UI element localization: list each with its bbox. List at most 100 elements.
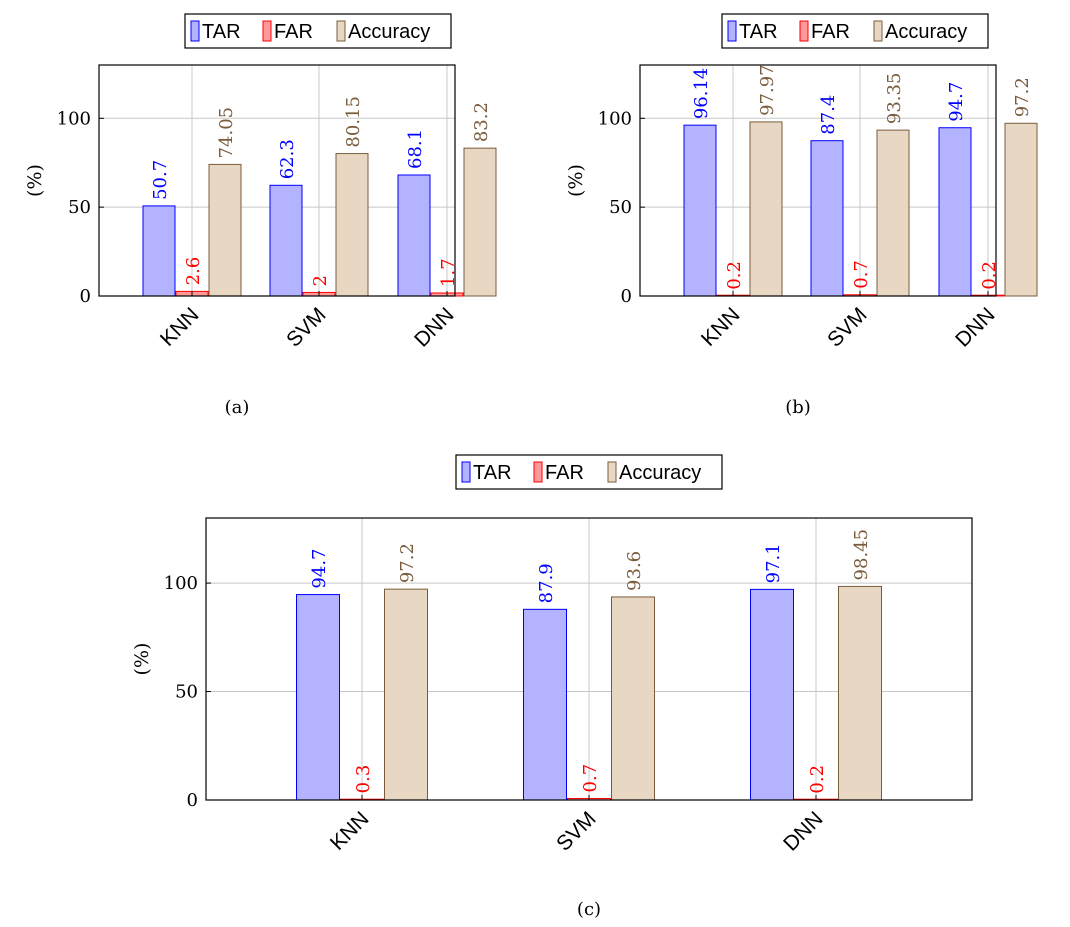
- legend-swatch-far: [262, 20, 272, 42]
- legend-label-accuracy: Accuracy: [348, 21, 430, 43]
- plot-frame: [639, 64, 997, 297]
- data-label-accuracy-dnn: 97.2: [1012, 77, 1033, 117]
- bar-accuracy-svm: [876, 129, 910, 297]
- legend-label-accuracy: Accuracy: [619, 462, 701, 484]
- bar-accuracy-svm: [611, 596, 655, 801]
- x-tick-label-svm: SVM: [282, 303, 330, 351]
- data-label-far-dnn: 0.2: [807, 765, 828, 794]
- y-axis-label: (%): [24, 164, 46, 197]
- legend-box: [721, 13, 989, 49]
- x-tick-label-svm: SVM: [823, 303, 871, 351]
- data-label-tar-dnn: 94.7: [946, 82, 967, 122]
- plot-frame: [205, 517, 973, 801]
- chart-panel-1: 0 50 100 50.7 2.6 74.05 KNN 62.3 2 80.15 SVM 68.1 1.…: [24, 13, 497, 418]
- bar-tar-dnn: [938, 127, 972, 297]
- legend-swatch-far: [799, 20, 809, 42]
- data-label-far-knn: 2.6: [183, 257, 204, 286]
- bar-tar-dnn: [397, 174, 431, 297]
- data-label-accuracy-knn: 97.2: [397, 543, 418, 583]
- bar-tar-svm: [810, 140, 844, 297]
- data-label-tar-dnn: 97.1: [763, 543, 784, 583]
- data-label-tar-knn: 94.7: [309, 548, 330, 588]
- data-label-tar-svm: 87.9: [536, 563, 557, 603]
- bar-accuracy-svm: [335, 153, 369, 297]
- bar-accuracy-dnn: [1004, 122, 1038, 297]
- data-label-far-knn: 0.3: [353, 765, 374, 794]
- data-label-tar-knn: 96.14: [691, 68, 712, 120]
- data-label-accuracy-dnn: 98.45: [851, 529, 872, 581]
- data-label-far-knn: 0.2: [724, 261, 745, 290]
- legend-box: [184, 13, 452, 49]
- bar-accuracy-knn: [208, 163, 242, 297]
- data-label-accuracy-knn: 74.05: [216, 107, 237, 159]
- data-label-tar-svm: 62.3: [277, 139, 298, 179]
- legend: TAR FAR Accuracy: [184, 13, 452, 49]
- data-label-far-svm: 2: [310, 275, 331, 286]
- legend-swatch-accuracy: [336, 20, 346, 42]
- subfigure-caption: (a): [225, 397, 250, 418]
- bar-tar-svm: [523, 608, 567, 801]
- data-label-tar-knn: 50.7: [150, 160, 171, 200]
- chart-panel-2: 0 50 100 96.14 0.2 97.97 KNN 87.4 0.7 93.35 SVM 94.…: [565, 13, 1038, 418]
- bar-accuracy-knn: [384, 588, 428, 801]
- bar-tar-knn: [296, 594, 340, 801]
- y-tick-label: 50: [175, 682, 198, 703]
- legend-box: [455, 454, 723, 490]
- bar-tar-dnn: [750, 588, 794, 801]
- data-label-far-dnn: 0.2: [979, 261, 1000, 290]
- bar-accuracy-knn: [749, 121, 783, 297]
- y-tick-label: 0: [621, 286, 632, 307]
- bar-tar-svm: [269, 184, 303, 297]
- x-tick-label-svm: SVM: [552, 807, 600, 855]
- chart-panel-3: 0 50 100 94.7 0.3 97.2 KNN 87.9 0.7 93.6 SVM 97.1 0.…: [131, 454, 973, 920]
- subfigure-caption: (c): [577, 899, 601, 920]
- y-axis-label: (%): [131, 643, 153, 676]
- y-tick-label: 100: [164, 573, 198, 594]
- subfigure-caption: (b): [785, 397, 811, 418]
- legend: TAR FAR Accuracy: [721, 13, 989, 49]
- legend-swatch-tar: [727, 20, 737, 42]
- plot-frame: [98, 64, 456, 297]
- data-label-far-svm: 0.7: [580, 764, 601, 793]
- legend-swatch-tar: [190, 20, 200, 42]
- data-label-accuracy-svm: 93.6: [624, 551, 645, 591]
- y-tick-label: 0: [187, 790, 198, 811]
- data-label-tar-dnn: 68.1: [405, 129, 426, 169]
- x-tick-label-knn: KNN: [697, 303, 745, 351]
- y-tick-label: 100: [598, 108, 632, 129]
- data-label-far-svm: 0.7: [851, 260, 872, 289]
- y-tick-label: 0: [80, 286, 91, 307]
- x-tick-label-dnn: DNN: [410, 303, 458, 351]
- y-tick-label: 50: [609, 197, 632, 218]
- data-label-tar-svm: 87.4: [818, 95, 839, 135]
- bar-accuracy-dnn: [838, 585, 882, 801]
- bar-tar-knn: [142, 205, 176, 297]
- x-tick-label-knn: KNN: [156, 303, 204, 351]
- x-tick-label-dnn: DNN: [779, 807, 827, 855]
- legend-label-far: FAR: [274, 21, 313, 43]
- bar-accuracy-dnn: [463, 147, 497, 297]
- legend: TAR FAR Accuracy: [455, 454, 723, 490]
- legend-label-tar: TAR: [739, 21, 778, 43]
- y-axis-label: (%): [565, 164, 587, 197]
- data-label-accuracy-svm: 80.15: [343, 96, 364, 148]
- legend-label-tar: TAR: [473, 462, 512, 484]
- legend-swatch-accuracy: [607, 461, 617, 483]
- legend-label-tar: TAR: [202, 21, 241, 43]
- legend-label-accuracy: Accuracy: [885, 21, 967, 43]
- y-tick-label: 50: [68, 197, 91, 218]
- x-tick-label-knn: KNN: [326, 807, 374, 855]
- data-label-accuracy-svm: 93.35: [884, 73, 905, 125]
- x-tick-label-dnn: DNN: [951, 303, 999, 351]
- legend-swatch-tar: [461, 461, 471, 483]
- legend-swatch-far: [533, 461, 543, 483]
- data-label-far-dnn: 1.7: [438, 258, 459, 287]
- legend-swatch-accuracy: [873, 20, 883, 42]
- bar-tar-knn: [683, 124, 717, 297]
- legend-label-far: FAR: [811, 21, 850, 43]
- data-label-accuracy-knn: 97.97: [757, 64, 778, 116]
- legend-label-far: FAR: [545, 462, 584, 484]
- y-tick-label: 100: [57, 108, 91, 129]
- data-label-accuracy-dnn: 83.2: [471, 102, 492, 142]
